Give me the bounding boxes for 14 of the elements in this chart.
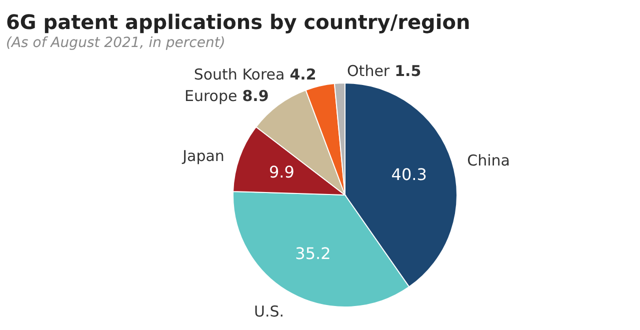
chart-subtitle: (As of August 2021, in percent) — [6, 35, 226, 51]
data-label: 4.2 — [290, 65, 316, 84]
slice-label: Europe — [184, 87, 238, 106]
slice-label: China — [467, 152, 510, 170]
data-label: 35.2 — [295, 244, 331, 264]
slice-label: Japan — [182, 147, 224, 166]
slice-label: U.S. — [254, 302, 284, 321]
data-label: 9.9 — [268, 162, 294, 182]
data-label: 40.3 — [391, 164, 427, 184]
slice-label: Other — [347, 62, 390, 80]
data-label: 8.9 — [242, 87, 269, 106]
data-label: 1.5 — [394, 62, 422, 80]
slice-label: South Korea — [194, 65, 285, 84]
chart-title: 6G patent applications by country/region — [6, 10, 470, 34]
